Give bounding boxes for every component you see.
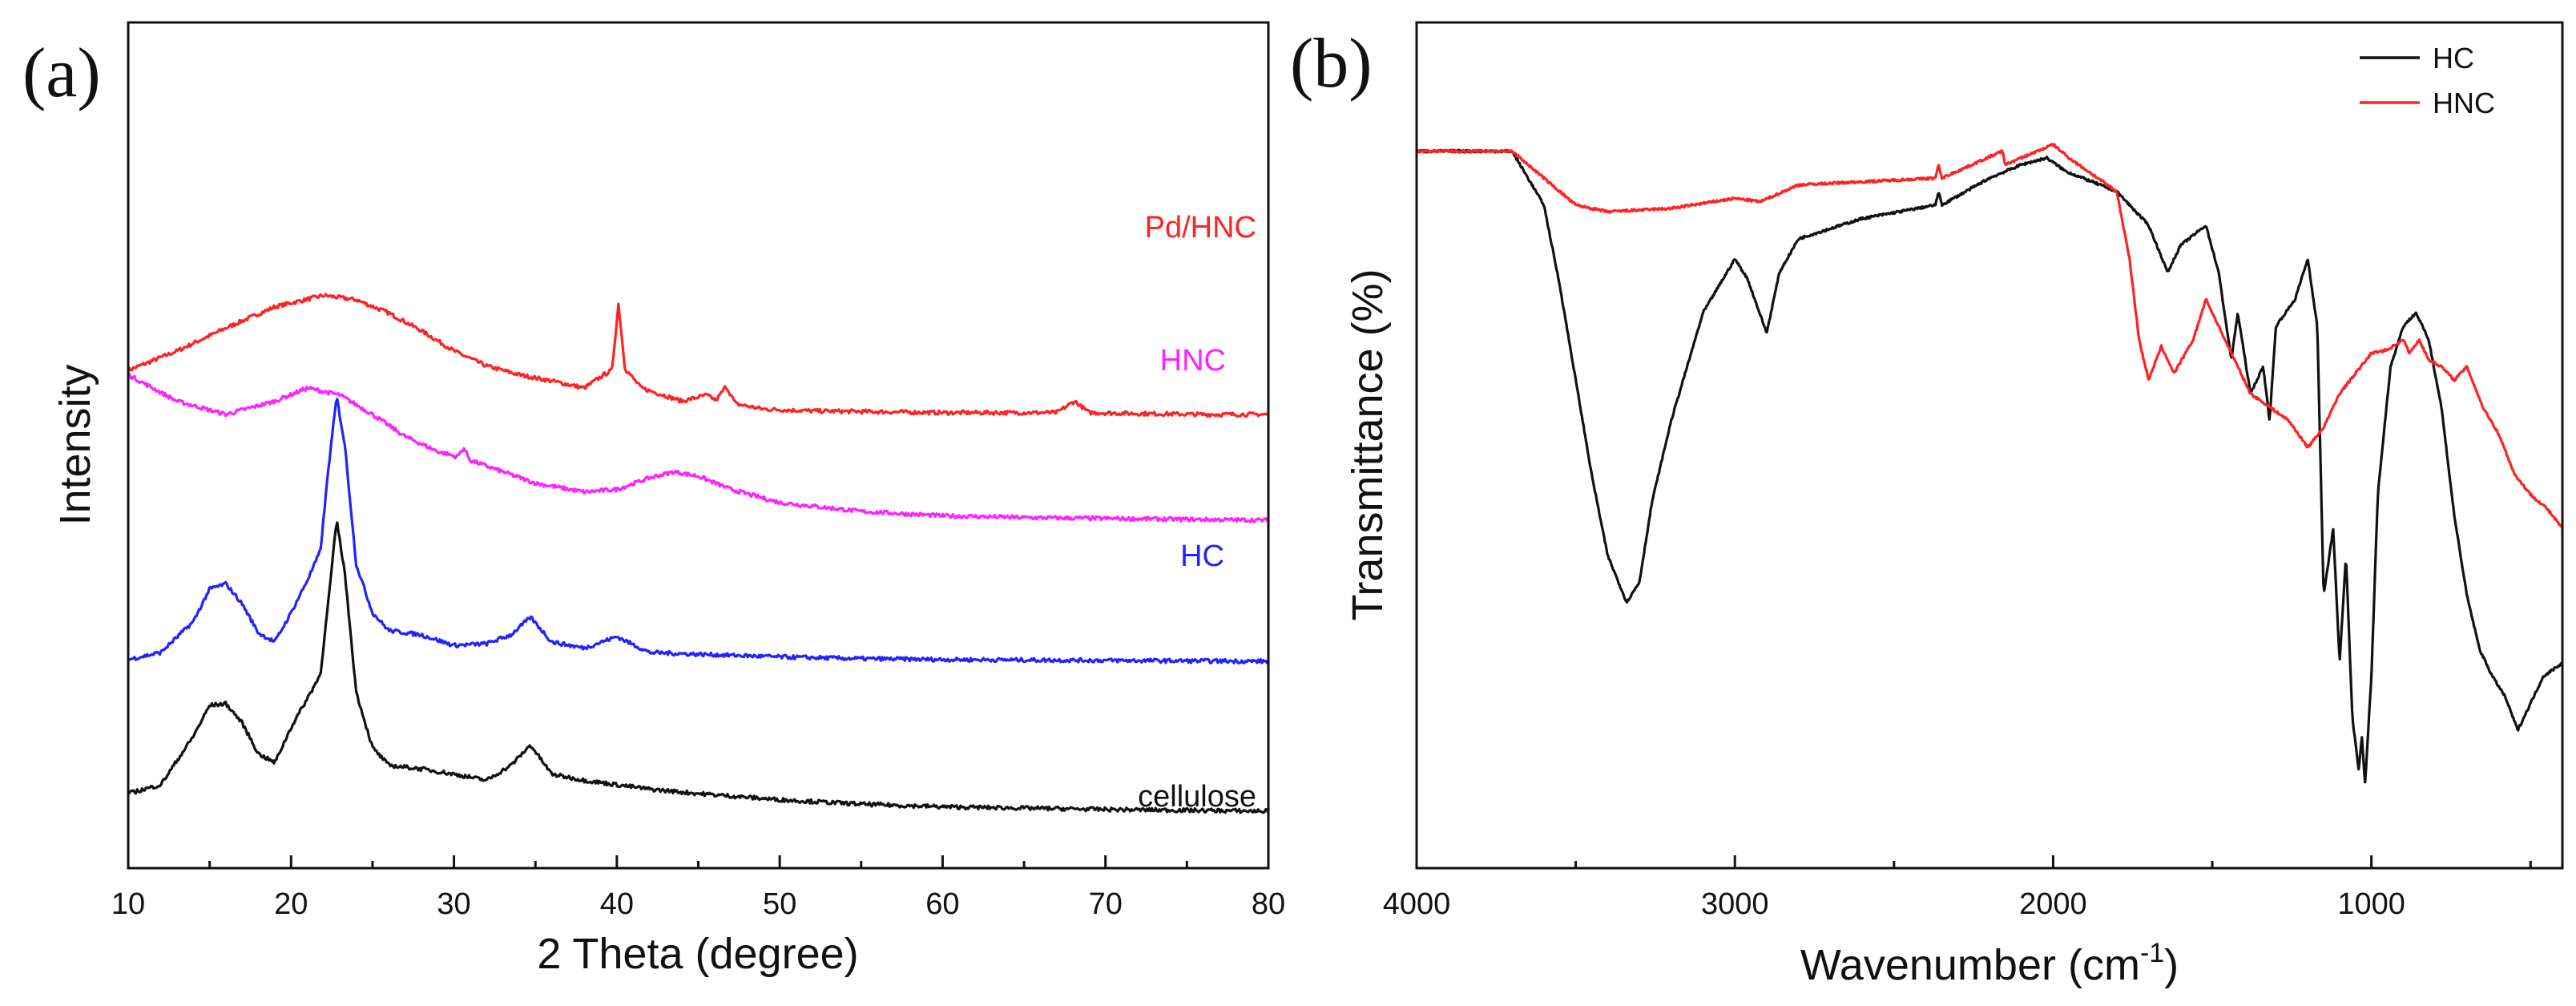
series-label-hnc: HNC bbox=[1160, 344, 1226, 378]
series-cellulose bbox=[127, 521, 1270, 814]
x-tick-label-1000: 1000 bbox=[2337, 887, 2405, 921]
x-title-superscript: -1 bbox=[2140, 938, 2164, 968]
x-tick-label-10: 10 bbox=[111, 887, 145, 921]
x-title-suffix: ) bbox=[2164, 941, 2179, 989]
panel-a-xrd-chart: (a) Pd/HNC HNC HC cellulose 10 20 30 40 50 60 70 8… bbox=[22, 21, 1285, 978]
panel-a-label: (a) bbox=[22, 34, 101, 112]
series-label-cellulose: cellulose bbox=[1138, 780, 1256, 814]
x-tick-label-4000: 4000 bbox=[1383, 887, 1451, 921]
series-pd-hnc bbox=[127, 293, 1269, 418]
legend-label-hc: HC bbox=[2433, 42, 2474, 75]
panel-b-legend: HC HNC bbox=[2360, 42, 2495, 119]
panel-a-x-ticks: 10 20 30 40 50 60 70 80 bbox=[111, 855, 1285, 921]
panel-a-x-axis-title: 2 Theta (degree) bbox=[537, 930, 858, 978]
panel-b-x-axis-title: Wavenumber (cm-1) bbox=[1800, 938, 2179, 989]
series-hnc bbox=[127, 373, 1270, 523]
legend-label-hnc: HNC bbox=[2433, 87, 2495, 119]
series-label-hc: HC bbox=[1180, 539, 1224, 573]
panel-b-series-group bbox=[1416, 143, 2564, 784]
panel-b-y-axis-title: Transmittance (%) bbox=[1344, 269, 1392, 620]
panel-a-series-group bbox=[127, 293, 1270, 814]
panel-a-plot-frame bbox=[127, 21, 1270, 870]
series-hnc bbox=[1416, 143, 2564, 529]
panel-b-ftir-chart: (b) 4000 3000 2000 1000 Wavenumber (cm-1) T… bbox=[1290, 21, 2564, 989]
series-hc bbox=[127, 398, 1270, 665]
panel-a-series-labels: Pd/HNC HNC HC cellulose bbox=[1138, 211, 1256, 814]
x-tick-label-40: 40 bbox=[600, 887, 634, 921]
panel-b-x-ticks: 4000 3000 2000 1000 bbox=[1383, 855, 2532, 921]
panel-b-plot-frame bbox=[1415, 21, 2564, 870]
x-tick-label-20: 20 bbox=[274, 887, 308, 921]
series-label-pd-hnc: Pd/HNC bbox=[1145, 211, 1256, 244]
x-tick-label-50: 50 bbox=[763, 887, 796, 921]
panel-b-label: (b) bbox=[1290, 25, 1373, 103]
x-title-main: Wavenumber (cm bbox=[1800, 941, 2140, 989]
series-hc bbox=[1416, 148, 2563, 784]
x-tick-label-70: 70 bbox=[1089, 887, 1123, 921]
x-tick-label-2000: 2000 bbox=[2019, 887, 2087, 921]
x-tick-label-80: 80 bbox=[1252, 887, 1285, 921]
x-tick-label-3000: 3000 bbox=[1701, 887, 1769, 921]
panel-a-y-axis-title: Intensity bbox=[51, 364, 99, 525]
x-tick-label-30: 30 bbox=[437, 887, 470, 921]
x-tick-label-60: 60 bbox=[925, 887, 959, 921]
